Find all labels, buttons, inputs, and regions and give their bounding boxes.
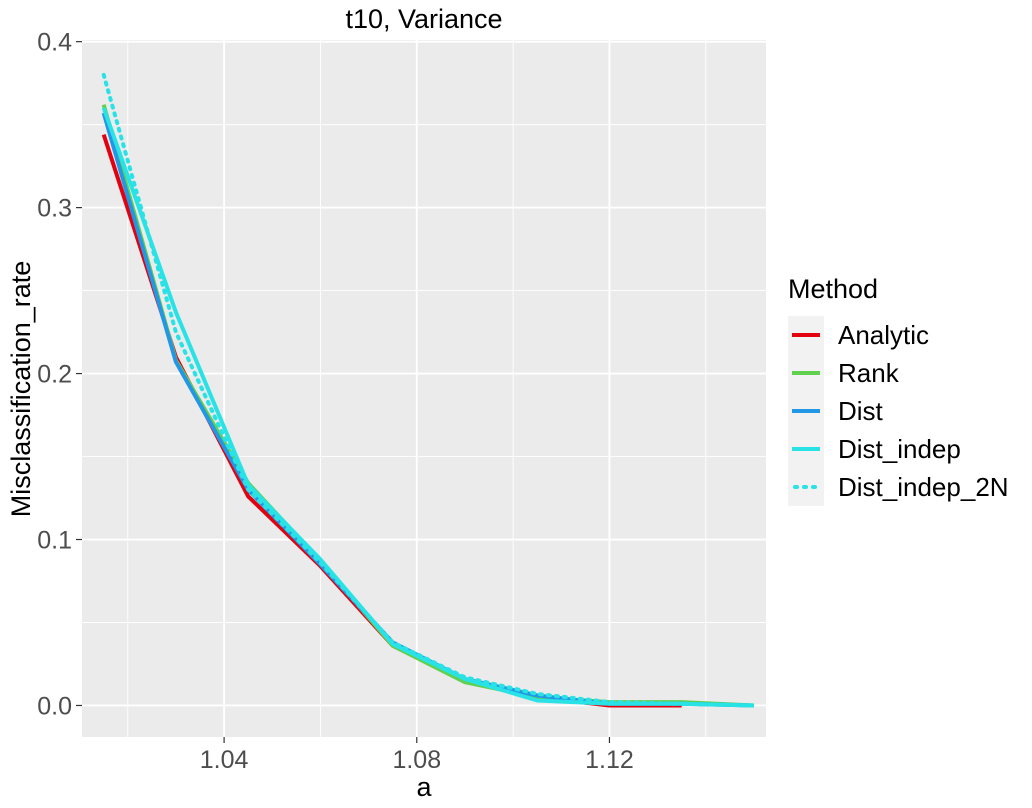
plot-panel [82,40,766,737]
x-tick-label-1: 1.08 [392,746,441,774]
legend-label: Rank [838,358,900,388]
x-axis-tick-labels: 1.04 1.08 1.12 [200,746,634,774]
y-tick-label-0: 0.0 [37,692,72,720]
axis-ticks [76,41,611,743]
x-tick-label-0: 1.04 [200,746,249,774]
legend-label: Dist_indep_2N [838,472,1009,502]
grid-minor-lines [82,40,766,737]
legend-item-dist-indep: Dist_indep [788,430,961,468]
y-tick-label-4: 0.4 [37,29,72,57]
legend-item-rank: Rank [788,354,900,392]
legend-item-dist: Dist [788,392,884,430]
legend-title: Method [788,274,878,304]
legend-label: Dist_indep [838,434,961,464]
y-tick-label-1: 0.1 [37,527,72,555]
y-tick-label-2: 0.2 [37,361,72,389]
chart-title: t10, Variance [345,4,502,34]
y-axis-tick-labels: 0.0 0.1 0.2 0.3 0.4 [37,29,72,721]
y-tick-label-3: 0.3 [37,195,72,223]
x-tick-label-2: 1.12 [585,746,634,774]
y-axis-title: Misclassification_rate [6,261,36,518]
legend-label: Analytic [838,320,929,350]
legend-label: Dist [838,396,884,426]
legend-item-dist-indep-2n: Dist_indep_2N [788,468,1009,506]
series-lines [101,72,756,708]
legend: Method Analytic Rank Dist Dist_indep Dist_in… [788,274,1009,506]
legend-item-analytic: Analytic [788,316,929,354]
x-axis-title: a [416,772,432,802]
legend-items: Analytic Rank Dist Dist_indep Dist_indep_2N [788,316,1009,506]
series-line-dist-indep-2n [101,72,756,708]
